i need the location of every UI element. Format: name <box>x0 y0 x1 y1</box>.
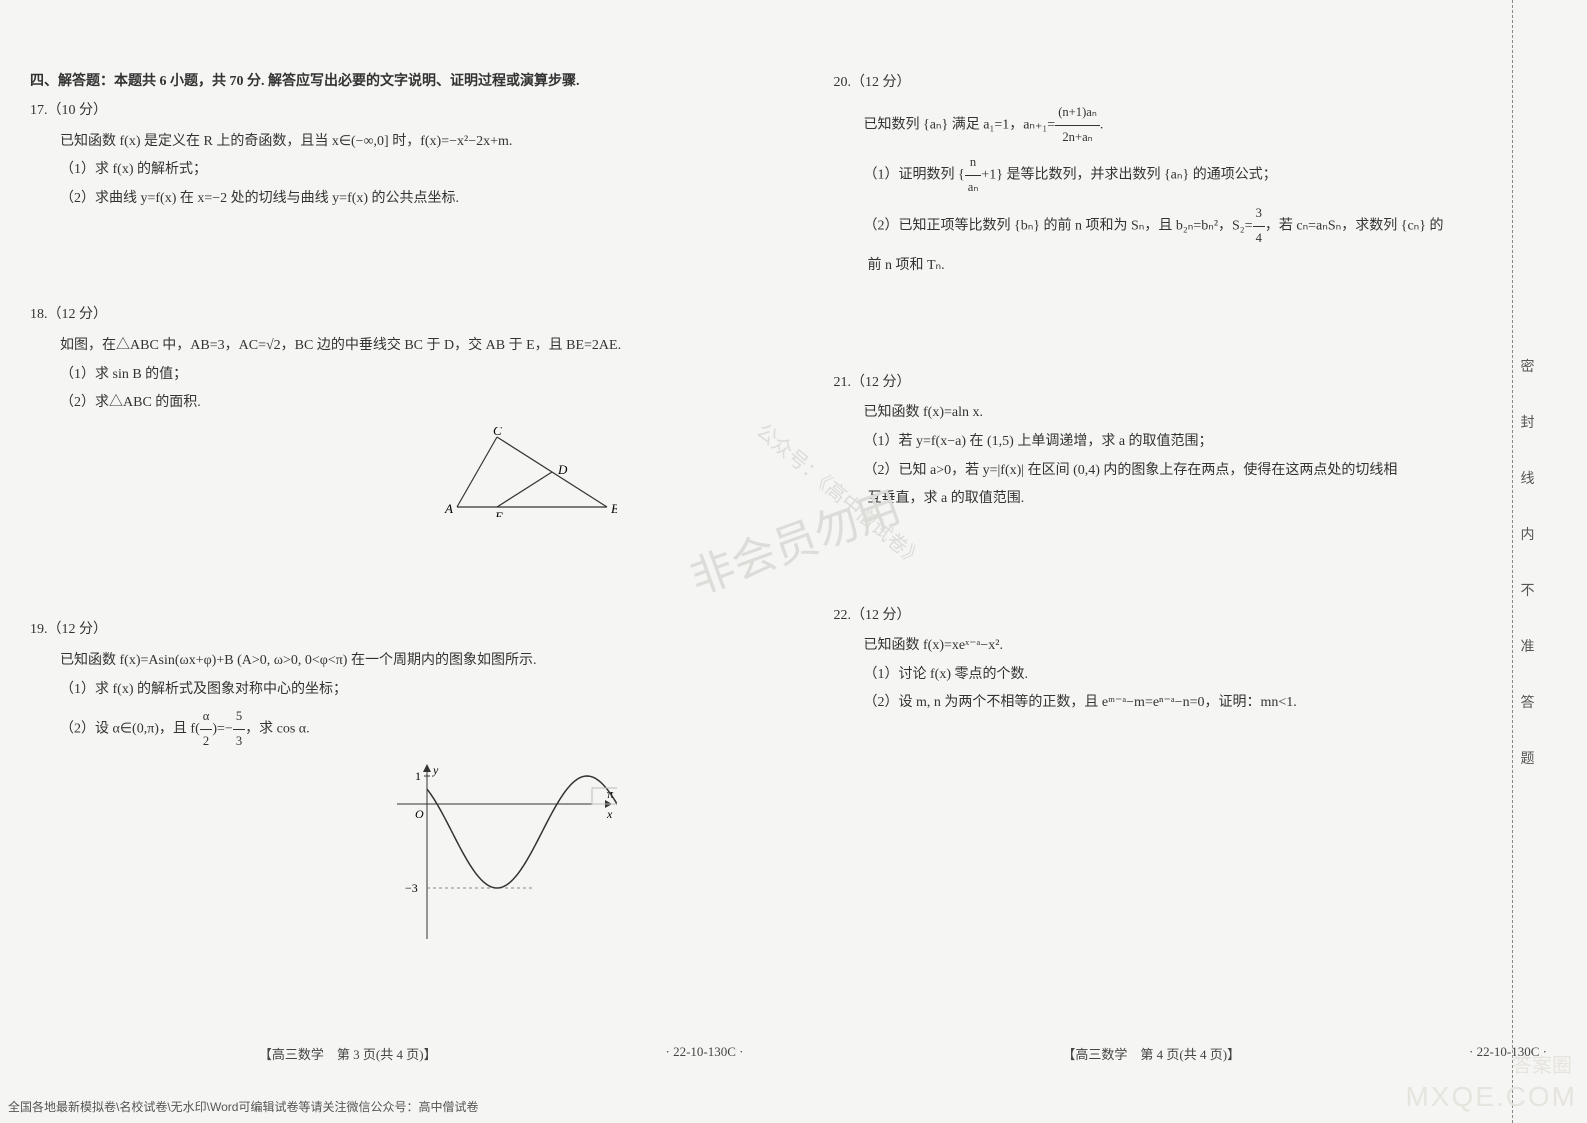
p17-l3: （2）求曲线 y=f(x) 在 x=−2 处的切线与曲线 y=f(x) 的公共点… <box>60 186 754 213</box>
p20-frac1: (n+1)aₙ2n+aₙ <box>1055 101 1100 150</box>
sealing-char: 封 <box>1521 412 1535 432</box>
problem-22: 22.（12 分） 已知函数 f(x)=xeˣ⁻ᵃ−x². （1）讨论 f(x)… <box>834 603 1488 717</box>
p18-figure: A B C D E <box>60 427 754 528</box>
problem-18-header: 18.（12 分） <box>30 302 754 329</box>
problem-18: 18.（12 分） 如图，在△ABC 中，AB=3，AC=√2，BC 边的中垂线… <box>30 302 754 527</box>
problem-19: 19.（12 分） 已知函数 f(x)=Asin(ωx+φ)+B (A>0, ω… <box>30 617 754 954</box>
sealing-char: 不 <box>1521 580 1535 600</box>
problem-22-body: 已知函数 f(x)=xeˣ⁻ᵃ−x². （1）讨论 f(x) 零点的个数. （2… <box>834 633 1488 717</box>
p20-l2: （1）证明数列 {naₙ+1} 是等比数列，并求出数列 {aₙ} 的通项公式； <box>864 151 1488 200</box>
svg-text:A: A <box>444 501 453 516</box>
p20-frac2: naₙ <box>965 151 982 200</box>
problem-20: 20.（12 分） 已知数列 {aₙ} 满足 a₁=1，aₙ₊₁=(n+1)aₙ… <box>834 70 1488 280</box>
p20-l3: （2）已知正项等比数列 {bₙ} 的前 n 项和为 Sₙ，且 b₂ₙ=bₙ²，S… <box>864 202 1488 251</box>
sealing-char: 答 <box>1521 692 1535 712</box>
svg-text:1: 1 <box>415 769 421 783</box>
svg-text:D: D <box>557 462 568 477</box>
svg-text:x: x <box>606 807 613 821</box>
p17-l1: 已知函数 f(x) 是定义在 R 上的奇函数，且当 x∈(−∞,0] 时，f(x… <box>60 129 754 156</box>
problem-17-header: 17.（10 分） <box>30 98 754 125</box>
svg-text:C: C <box>493 427 502 438</box>
corner-watermark: MXQE.COM <box>1405 1081 1577 1113</box>
problem-20-header: 20.（12 分） <box>834 70 1488 97</box>
problem-21-body: 已知函数 f(x)=aln x. （1）若 y=f(x−a) 在 (1,5) 上… <box>834 400 1488 512</box>
left-page: 四、解答题：本题共 6 小题，共 70 分. 解答应写出必要的文字说明、证明过程… <box>0 0 794 1123</box>
p22-l1: 已知函数 f(x)=xeˣ⁻ᵃ−x². <box>864 633 1488 660</box>
p19-figure: 1−3Oπxy <box>60 764 754 955</box>
p18-l1: 如图，在△ABC 中，AB=3，AC=√2，BC 边的中垂线交 BC 于 D，交… <box>60 333 754 360</box>
p19-l3-post: ，求 cos α. <box>245 722 310 737</box>
problem-17-body: 已知函数 f(x) 是定义在 R 上的奇函数，且当 x∈(−∞,0] 时，f(x… <box>30 129 754 213</box>
problem-19-header: 19.（12 分） <box>30 617 754 644</box>
p20-l1: 已知数列 {aₙ} 满足 a₁=1，aₙ₊₁=(n+1)aₙ2n+aₙ. <box>864 101 1488 150</box>
svg-text:B: B <box>611 501 617 516</box>
p19-l3: （2）设 α∈(0,π)，且 f(α2)=−53，求 cos α. <box>60 705 754 754</box>
problem-22-header: 22.（12 分） <box>834 603 1488 630</box>
left-footer-code: · 22-10-130C · <box>666 1044 744 1063</box>
problem-21-header: 21.（12 分） <box>834 370 1488 397</box>
problem-20-body: 已知数列 {aₙ} 满足 a₁=1，aₙ₊₁=(n+1)aₙ2n+aₙ. （1）… <box>834 101 1488 280</box>
sealing-char: 线 <box>1521 468 1535 488</box>
sealing-char: 准 <box>1521 636 1535 656</box>
p19-l3-mid: )=− <box>212 722 232 737</box>
p17-l2: （1）求 f(x) 的解析式； <box>60 157 754 184</box>
sealing-line: 密封线内不准答题 <box>1512 0 1542 1123</box>
p21-l1: 已知函数 f(x)=aln x. <box>864 400 1488 427</box>
svg-text:E: E <box>494 509 503 517</box>
page-container: 四、解答题：本题共 6 小题，共 70 分. 解答应写出必要的文字说明、证明过程… <box>0 0 1587 1123</box>
sealing-char: 密 <box>1521 356 1535 376</box>
p19-l2: （1）求 f(x) 的解析式及图象对称中心的坐标； <box>60 677 754 704</box>
p19-l3-pre: （2）设 α∈(0,π)，且 f( <box>60 722 200 737</box>
p20-l4: 前 n 项和 Tₙ. <box>864 253 1488 280</box>
p22-l3: （2）设 m, n 为两个不相等的正数，且 eᵐ⁻ᵃ−m=eⁿ⁻ᵃ−n=0，证明… <box>864 690 1488 717</box>
corner-watermark-sub: 答案圈 <box>1512 1049 1572 1078</box>
p19-frac2: 53 <box>233 705 245 754</box>
p18-l3: （2）求△ABC 的面积. <box>60 390 754 417</box>
sealing-char: 内 <box>1521 524 1535 544</box>
section-header: 四、解答题：本题共 6 小题，共 70 分. 解答应写出必要的文字说明、证明过程… <box>30 70 754 90</box>
p19-frac1: α2 <box>200 705 213 754</box>
p18-l2: （1）求 sin B 的值； <box>60 362 754 389</box>
p22-l2: （1）讨论 f(x) 零点的个数. <box>864 662 1488 689</box>
left-footer: 【高三数学 第 3 页(共 4 页)】 · 22-10-130C · <box>30 1044 744 1063</box>
right-page: 20.（12 分） 已知数列 {aₙ} 满足 a₁=1，aₙ₊₁=(n+1)aₙ… <box>794 0 1587 1123</box>
p21-l2: （1）若 y=f(x−a) 在 (1,5) 上单调递增，求 a 的取值范围； <box>864 429 1488 456</box>
problem-19-body: 已知函数 f(x)=Asin(ωx+φ)+B (A>0, ω>0, 0<φ<π)… <box>30 648 754 955</box>
p19-l1: 已知函数 f(x)=Asin(ωx+φ)+B (A>0, ω>0, 0<φ<π)… <box>60 648 754 675</box>
problem-17: 17.（10 分） 已知函数 f(x) 是定义在 R 上的奇函数，且当 x∈(−… <box>30 98 754 212</box>
p21-l3: （2）已知 a>0，若 y=|f(x)| 在区间 (0,4) 内的图象上存在两点… <box>864 458 1488 485</box>
svg-text:−3: −3 <box>405 881 418 895</box>
problem-18-body: 如图，在△ABC 中，AB=3，AC=√2，BC 边的中垂线交 BC 于 D，交… <box>30 333 754 527</box>
problem-21: 21.（12 分） 已知函数 f(x)=aln x. （1）若 y=f(x−a)… <box>834 370 1488 513</box>
svg-text:O: O <box>415 807 424 821</box>
p20-frac3: 34 <box>1253 202 1265 251</box>
bottom-watermark: 全国各地最新模拟卷\名校试卷\无水印\Word可编辑试卷等请关注微信公众号：高中… <box>8 1098 478 1115</box>
left-footer-label: 【高三数学 第 3 页(共 4 页)】 <box>30 1044 666 1063</box>
svg-text:y: y <box>432 764 439 777</box>
right-footer: 【高三数学 第 4 页(共 4 页)】 · 22-10-130C · <box>834 1044 1548 1063</box>
sealing-char: 题 <box>1521 748 1535 768</box>
right-footer-label: 【高三数学 第 4 页(共 4 页)】 <box>834 1044 1470 1063</box>
p21-l4: 互垂直，求 a 的取值范围. <box>864 486 1488 513</box>
